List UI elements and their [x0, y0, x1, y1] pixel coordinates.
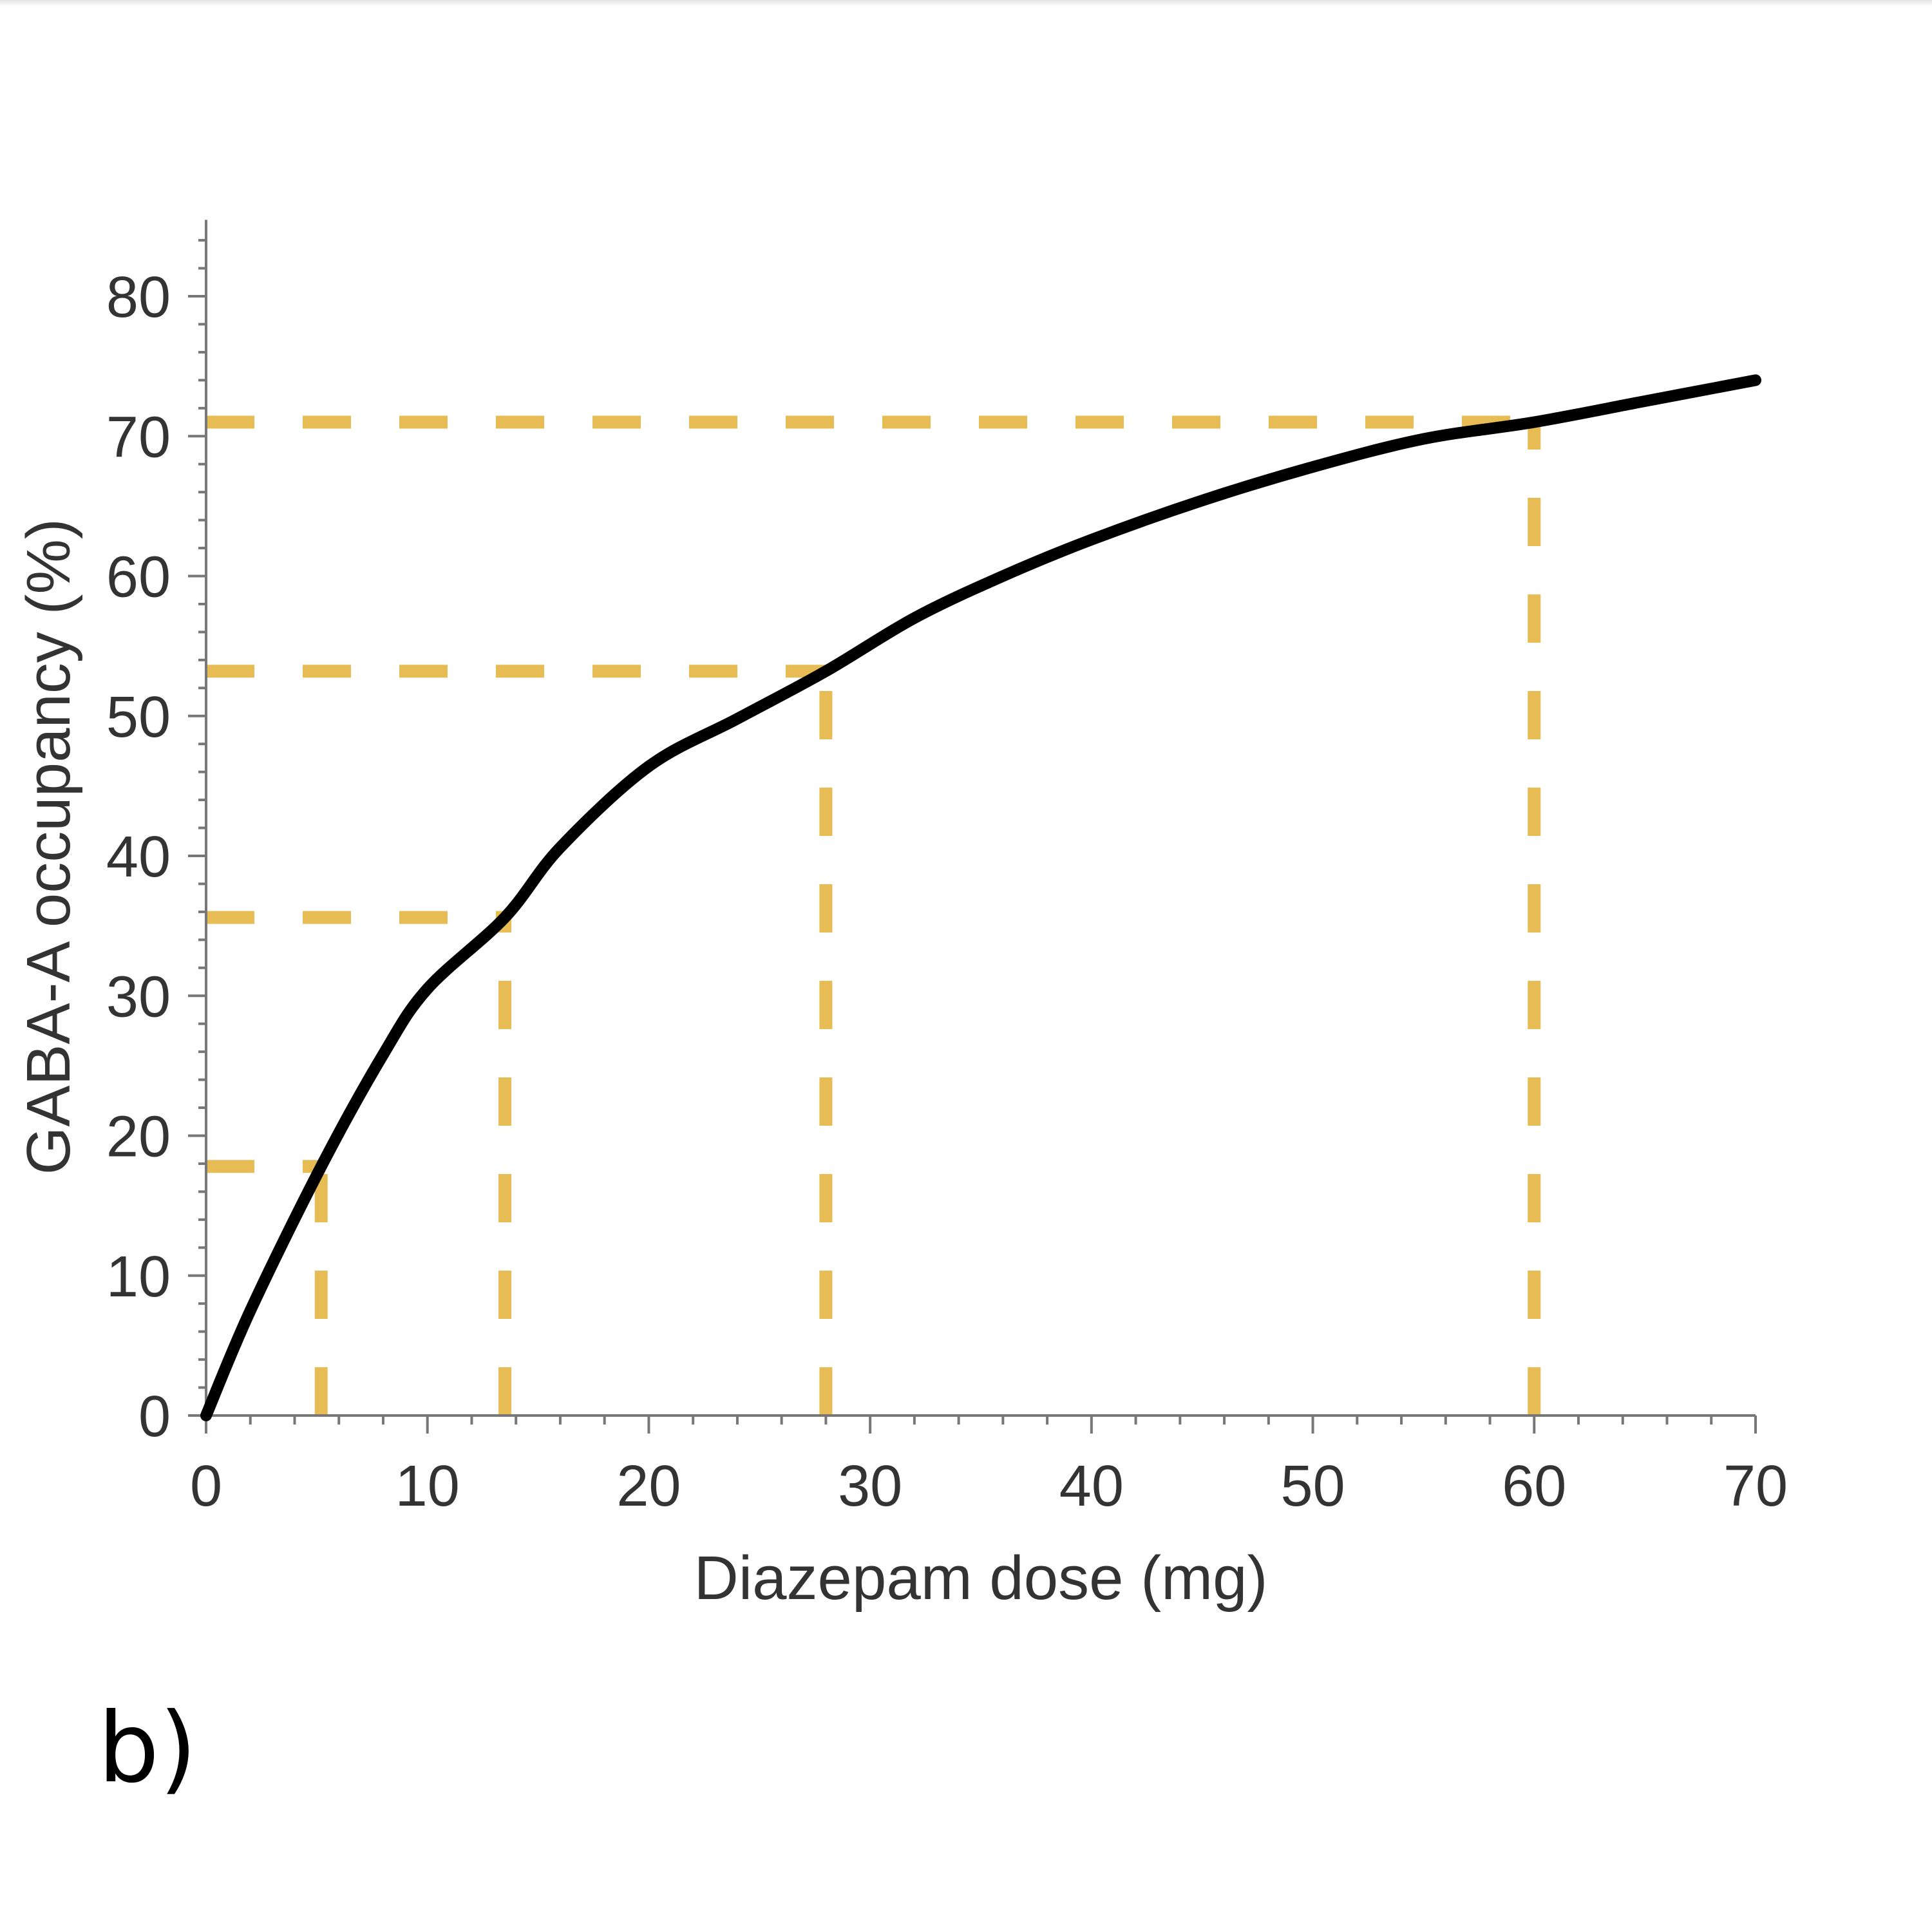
x-tick-label: 30: [838, 1454, 902, 1519]
x-axis-title: Diazepam dose (mg): [694, 1544, 1268, 1613]
y-tick-label: 60: [106, 545, 171, 610]
reference-lines: [206, 415, 1541, 1416]
x-tick-label: 20: [616, 1454, 681, 1519]
y-tick-label: 10: [106, 1245, 171, 1309]
y-tick-label: 70: [106, 405, 171, 469]
curve-group: [200, 374, 1761, 1421]
x-tick-label: 60: [1502, 1454, 1566, 1519]
panel-label: b): [98, 1692, 197, 1804]
x-tick-label: 50: [1281, 1454, 1345, 1519]
tick-labels: 0 10 20 30 40 50 60 70 0 10 20 30 40 50 60 70 80: [106, 265, 1788, 1519]
y-axis-title: GABA-A occupancy (%): [14, 518, 83, 1175]
y-tick-label: 50: [106, 685, 171, 750]
top-edge-shadow: [0, 0, 1932, 6]
y-tick-label: 30: [106, 965, 171, 1029]
occupancy-curve: [200, 374, 1761, 1421]
x-tick-label: 40: [1059, 1454, 1124, 1519]
axes: [205, 220, 1756, 1417]
y-tick-label: 40: [106, 825, 171, 889]
x-tick-label: 0: [190, 1454, 222, 1519]
y-tick-label: 80: [106, 265, 171, 330]
ticks: [188, 239, 1757, 1434]
y-tick-label: 0: [138, 1385, 171, 1449]
x-tick-label: 70: [1723, 1454, 1788, 1519]
x-tick-label: 10: [395, 1454, 460, 1519]
y-tick-label: 20: [106, 1105, 171, 1170]
